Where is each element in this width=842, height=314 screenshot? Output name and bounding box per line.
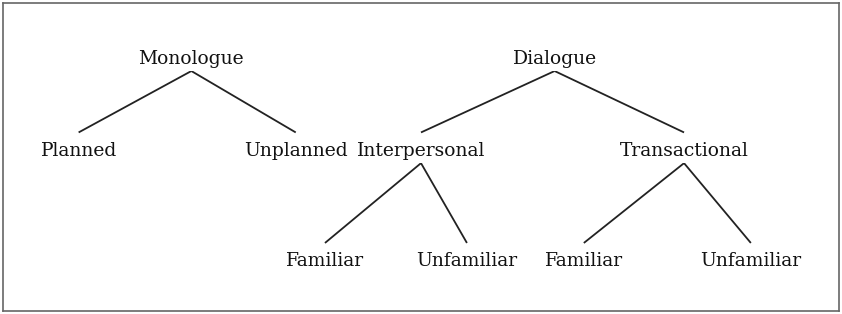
- Text: Interpersonal: Interpersonal: [357, 142, 485, 160]
- Text: Unplanned: Unplanned: [244, 142, 348, 160]
- Text: Planned: Planned: [40, 142, 117, 160]
- Text: Familiar: Familiar: [286, 252, 364, 270]
- Text: Familiar: Familiar: [545, 252, 623, 270]
- Text: Unfamiliar: Unfamiliar: [701, 252, 802, 270]
- Text: Transactional: Transactional: [620, 142, 749, 160]
- Text: Monologue: Monologue: [139, 50, 244, 68]
- Text: Unfamiliar: Unfamiliar: [416, 252, 518, 270]
- Text: Dialogue: Dialogue: [513, 50, 597, 68]
